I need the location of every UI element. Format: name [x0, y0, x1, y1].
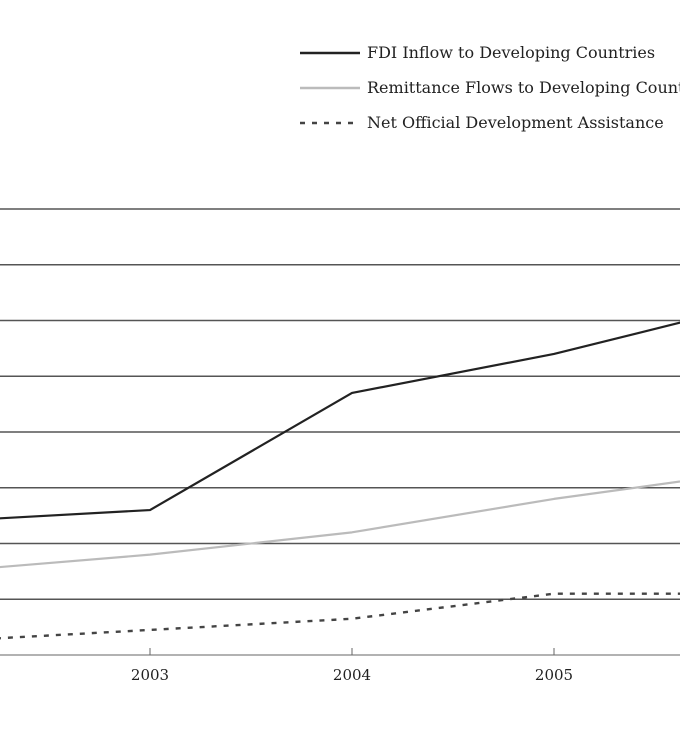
x-tick-label: 2004: [333, 666, 371, 684]
x-tick-label: 2005: [535, 666, 573, 684]
gridlines: [0, 208, 680, 601]
series-line-3: [0, 592, 680, 640]
x-tick-label: 2003: [131, 666, 169, 684]
series-lines: [0, 321, 680, 640]
series-line-1: [0, 321, 680, 520]
legend: FDI Inflow to Developing Countries Remitt…: [300, 43, 680, 132]
x-axis: 2003 2004 2005: [0, 648, 680, 684]
legend-label: FDI Inflow to Developing Countries: [367, 43, 655, 62]
legend-label: Net Official Development Assistance: [367, 113, 664, 132]
series-line-2: [0, 480, 680, 569]
legend-label: Remittance Flows to Developing Countries: [367, 78, 680, 97]
